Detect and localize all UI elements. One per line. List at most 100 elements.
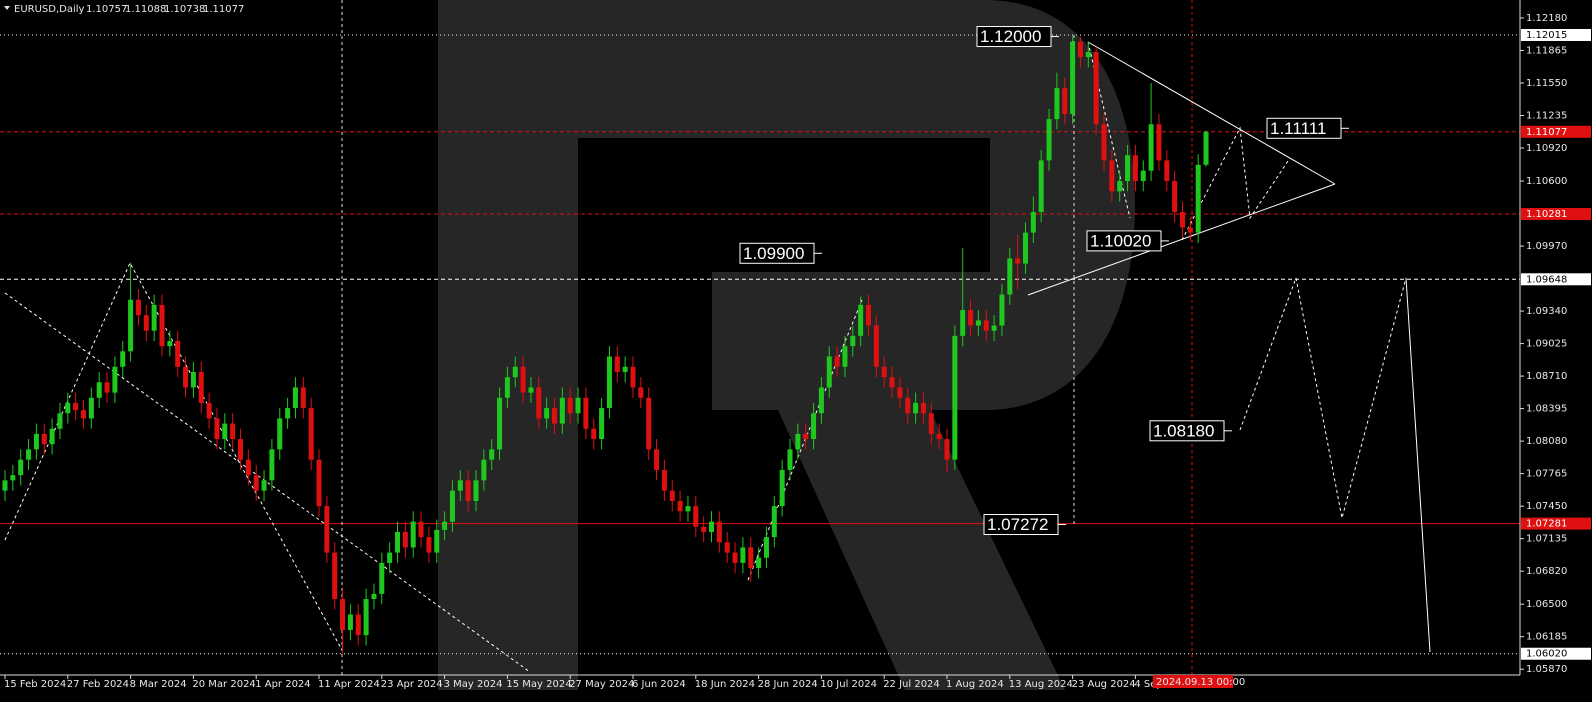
y-tick-label: 1.05870 [1526,664,1567,675]
candle-body [701,526,707,532]
candle-body [567,397,573,414]
annotation-label: 1.08180 [1153,421,1214,440]
candle-body [167,341,173,347]
y-tick-label: 1.08080 [1526,436,1567,447]
y-tick-label: 1.12180 [1526,13,1567,24]
candle-body [544,408,550,419]
x-tick-label: 27 Feb 2024 [67,679,129,690]
y-tick-label: 1.08395 [1526,404,1567,415]
x-tick-label: 18 Jun 2024 [695,679,755,690]
candle-body [1070,41,1076,114]
x-tick-label: 20 Mar 2024 [192,679,255,690]
price-level-label: 1.10281 [1526,209,1567,220]
candle-body [88,397,94,419]
candle-body [756,557,762,569]
candle-body [175,341,181,367]
candle-body [143,315,149,331]
candle-body [779,470,785,507]
candle-body [1203,131,1209,165]
candle-body [49,428,55,445]
candle-body [245,459,251,476]
candles [2,36,1209,654]
candle-body [889,377,895,388]
candle-body [999,294,1005,326]
candle-body [795,433,801,450]
candle-body [983,320,989,331]
x-tick-label: 6 Jun 2024 [632,679,686,690]
candle-body [920,402,926,414]
candle-body [583,397,589,429]
candle-body [457,480,463,491]
candle-body [332,552,338,600]
y-tick-label: 1.09340 [1526,306,1567,317]
candle-body [826,356,832,388]
candle-body [238,439,243,460]
price-level-label: 1.09648 [1526,274,1567,285]
price-level-box [1521,28,1591,41]
candle-body [873,325,879,367]
candle-body [803,433,809,440]
candle-body [1030,211,1036,233]
candle-body [952,335,958,460]
candle-body [771,506,777,538]
candle-body [410,521,416,548]
forecast [1239,276,1407,519]
candle-body [73,402,79,411]
x-tick-label: 8 Mar 2024 [130,679,187,690]
annotation-label: 1.10020 [1090,231,1151,250]
candle-body [559,397,565,424]
x-tick-label: 15 May 2024 [506,679,571,690]
candle-body [606,356,612,409]
candle-body [151,304,157,331]
candle-body [1093,52,1099,125]
zigzag [747,299,863,581]
candle-body [96,382,102,398]
candle-body [112,366,118,393]
candle-body [552,408,557,424]
candle-body [222,423,228,440]
candle-body [340,599,346,630]
candle-body [724,542,730,553]
x-tick-label: 1 Aug 2024 [946,679,1004,690]
y-tick-label: 1.10600 [1526,176,1567,187]
candle-body [426,537,432,553]
candle-body [65,402,71,414]
candle-body [363,599,369,636]
candle-body [709,521,714,532]
candle-body [2,480,8,491]
candle-body [1038,160,1044,212]
candle-body [1125,155,1131,182]
annotation-label: 1.07272 [987,515,1048,534]
candle-body [685,506,691,512]
candle-body [850,335,856,347]
y-tick-label: 1.09025 [1526,339,1567,350]
header-open: 1.10757 [86,4,127,15]
candle-body [183,366,189,388]
y-tick-label: 1.06820 [1526,566,1567,577]
candle-body [418,521,424,538]
candle-body [866,304,871,326]
candle-body [473,480,479,501]
candle-body [536,387,542,419]
candle-body [960,310,966,336]
annotation-label: 1.11111 [1270,119,1326,138]
menu-arrow[interactable] [4,6,10,10]
candle-body [277,418,283,450]
candle-body [1172,181,1178,212]
price-level-box [1521,207,1591,220]
candle-body [1007,258,1013,295]
candle-body [897,387,903,398]
candle-body [630,366,636,388]
candle-body [654,449,660,471]
candle-body [975,320,981,326]
price-level-label: 1.07281 [1526,519,1567,530]
candle-body [497,397,503,450]
x-tick-label: 23 Apr 2024 [381,679,443,690]
candle-body [261,480,267,491]
x-tick-label: 22 Jul 2024 [883,679,940,690]
candle-body [324,506,330,553]
candle-body [740,547,746,563]
price-level-box [1521,273,1591,286]
candle-body [1148,124,1154,171]
y-tick-label: 1.06185 [1526,632,1567,643]
